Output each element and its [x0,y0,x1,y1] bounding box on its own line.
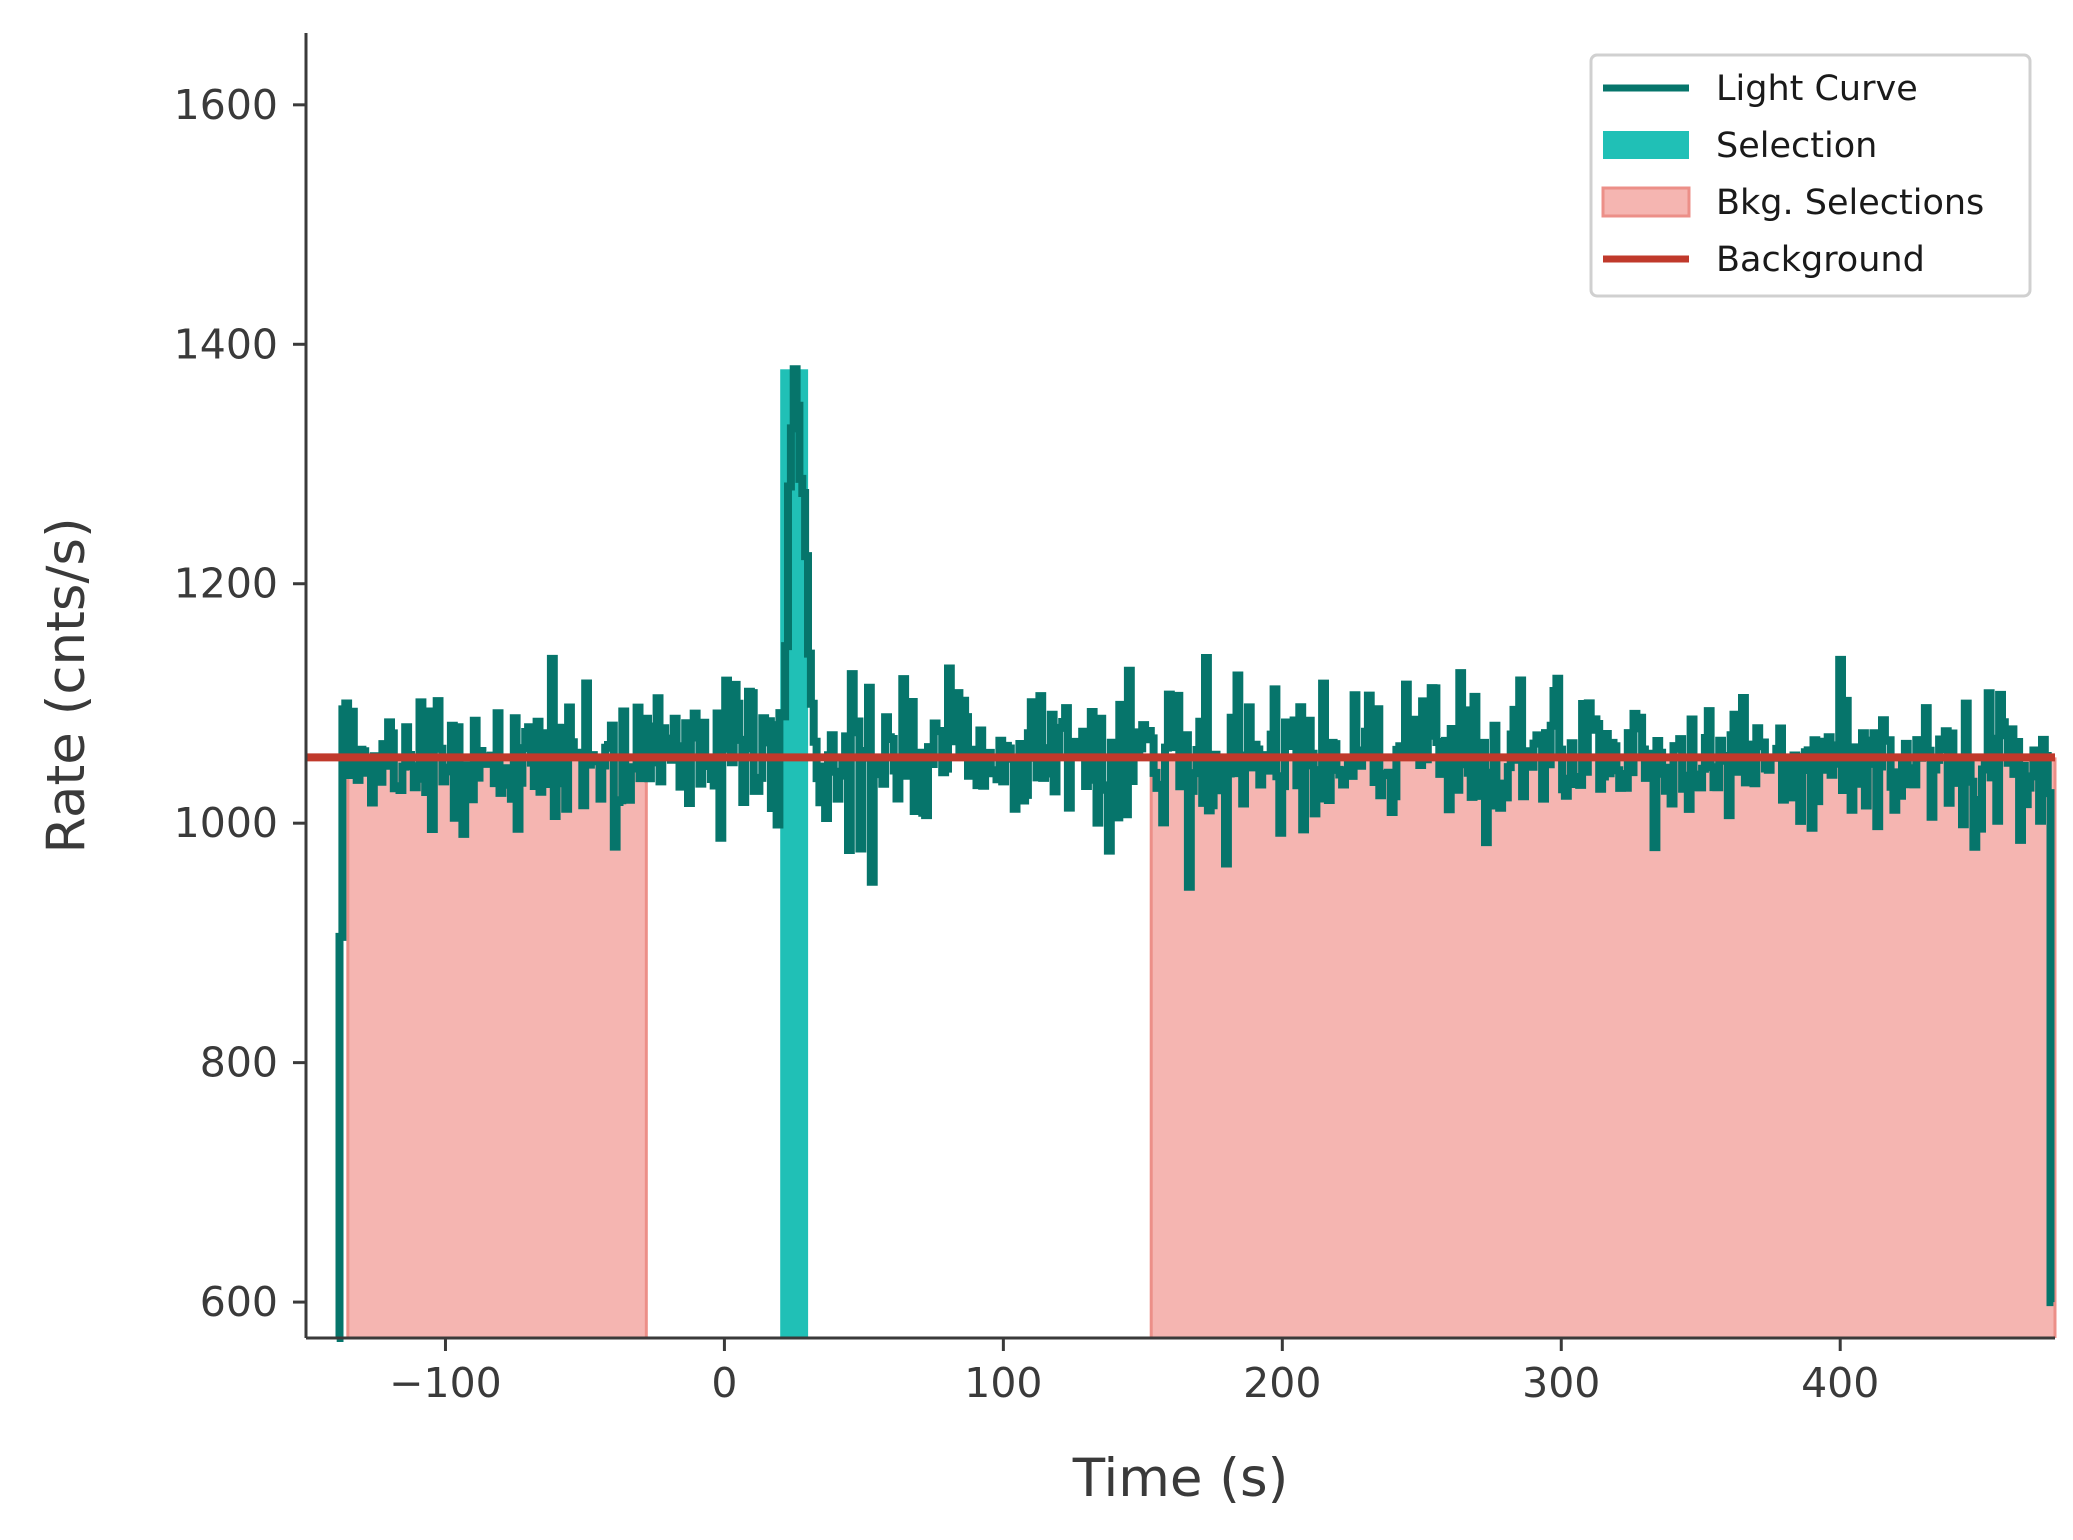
legend-swatch-3 [1601,186,1691,218]
x-tick-label: 300 [1522,1359,1600,1407]
ticks: −100 0 100 200 300 400 600 800 1000 1200 1400 1600 [174,81,1880,1407]
legend: Light Curve Selection Bkg. Selections Backg… [1589,53,2032,298]
x-tick-label: 100 [964,1359,1042,1407]
bkg-selection-regions [346,757,2057,1338]
y-axis-label: Rate (cnts/s) [36,517,97,853]
y-tick-label: 600 [200,1278,278,1326]
y-tick-label: 1000 [174,799,278,847]
x-tick-label: −100 [389,1359,502,1407]
y-tick-label: 1200 [174,560,278,608]
legend-label-1: Light Curve [1716,69,1918,109]
bkg-selection-1 [347,757,647,1338]
light-curve-series [335,365,2055,1342]
y-tick-label: 800 [200,1039,278,1087]
y-tick-label: 1400 [174,320,278,368]
legend-swatch-2 [1603,131,1689,159]
axes [304,33,2055,1340]
x-axis-label: Time (s) [1072,1448,1289,1509]
light-curve-line [335,365,2055,1342]
bkg-selection-2 [1151,757,2055,1338]
legend-label-3: Bkg. Selections [1716,183,1984,223]
x-tick-label: 400 [1801,1359,1879,1407]
legend-label-4: Background [1716,240,1925,280]
x-tick-label: 200 [1243,1359,1321,1407]
x-tick-label: 0 [711,1359,737,1407]
y-tick-label: 1600 [174,81,278,129]
legend-box [1589,53,2032,298]
legend-label-2: Selection [1716,126,1877,166]
